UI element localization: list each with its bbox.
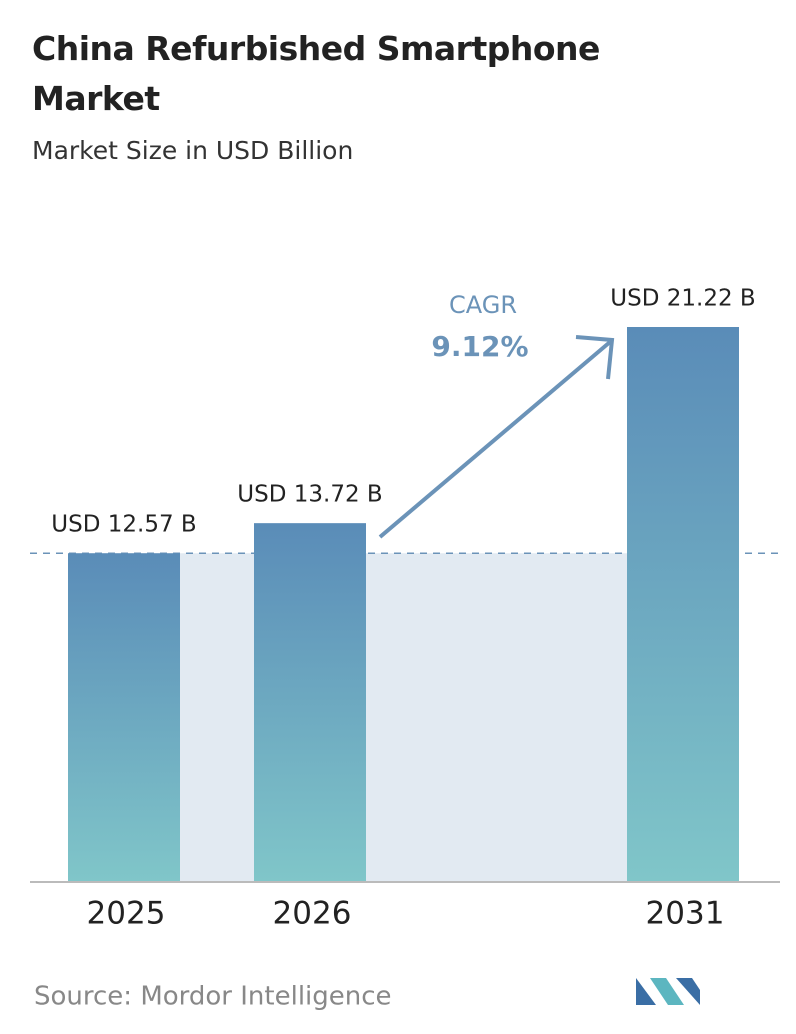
cagr-arrow (378, 340, 612, 539)
bar (254, 523, 366, 882)
cagr-label: CAGR (449, 291, 517, 319)
value-label: USD 12.57 B (51, 512, 196, 538)
cagr-arrow-head (575, 335, 615, 380)
x-tick-label: 2026 (273, 896, 352, 932)
x-tick-label: 2025 (87, 896, 166, 932)
chart-subtitle: Market Size in USD Billion (32, 136, 354, 165)
value-label: USD 21.22 B (610, 286, 755, 312)
source: Source: Mordor Intelligence (34, 982, 392, 1012)
x-tick-label: 2031 (646, 896, 725, 932)
bar (68, 553, 180, 882)
cagr-value: 9.12% (431, 330, 528, 363)
chart-title: China Refurbished Smartphone Market (32, 29, 600, 118)
bars-layer (68, 327, 739, 882)
bar (627, 327, 739, 882)
logo (636, 978, 700, 1005)
value-label: USD 13.72 B (237, 482, 382, 508)
